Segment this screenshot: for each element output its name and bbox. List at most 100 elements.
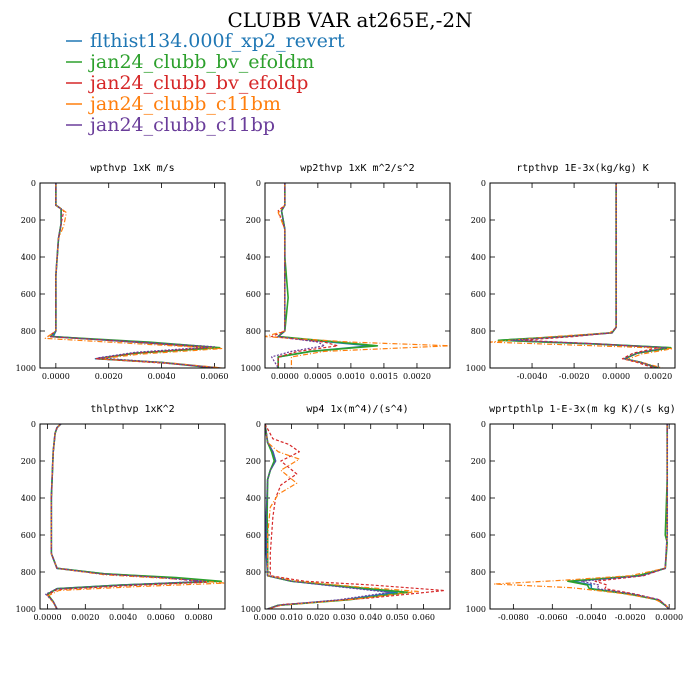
panel-title: wp4 1x(m^4)/(s^4)	[306, 404, 408, 415]
panel-title: wpthvp 1xK m/s	[90, 163, 174, 174]
y-tick-label: 600	[21, 531, 36, 540]
x-tick-label: 0.0005	[304, 372, 332, 381]
x-tick-label: 0.0040	[148, 372, 176, 381]
series-line	[46, 424, 209, 609]
y-tick-label: 600	[471, 531, 486, 540]
legend-entry: jan24_clubb_c11bp	[66, 114, 275, 136]
plot-frame	[489, 182, 676, 369]
x-tick-label: 0.010	[280, 613, 303, 622]
series-line	[271, 183, 326, 368]
y-tick-label: 400	[246, 494, 261, 503]
panel: wprtpthlp 1-E-3x(m kg K)/(s kg)0 200 400 60…	[466, 404, 684, 622]
y-tick-label: 1000	[466, 605, 486, 614]
x-tick-label: 0.0020	[95, 372, 123, 381]
panel-title: wprtpthlp 1-E-3x(m kg K)/(s kg)	[489, 404, 676, 415]
y-tick-label: 200	[471, 216, 486, 225]
x-tick-label: 0.0060	[200, 372, 228, 381]
x-tick-label: -0.0040	[576, 613, 607, 622]
legend: flthist134.000f_xp2_revertjan24_clubb_bv…	[66, 30, 345, 136]
panel-title: rtpthvp 1E-3x(kg/kg) K	[516, 163, 648, 174]
series-line	[45, 424, 205, 609]
panel: rtpthvp 1E-3x(kg/kg) K 0 200 400 600 800 1000 -…	[466, 163, 676, 381]
y-tick-label: 1000	[466, 364, 486, 373]
plot-frame	[489, 423, 676, 610]
legend-label: jan24_clubb_c11bp	[88, 114, 275, 136]
series-group	[493, 424, 670, 609]
x-tick-label: -0.0040	[517, 372, 548, 381]
panel-title: thlpthvp 1xK^2	[90, 404, 174, 415]
series-group	[265, 424, 446, 609]
x-tick-label: 0.0000	[655, 613, 683, 622]
series-line	[265, 424, 446, 609]
legend-label: flthist134.000f_xp2_revert	[90, 30, 345, 52]
y-tick-label: 200	[471, 457, 486, 466]
x-tick-label: 0.0000	[34, 613, 62, 622]
series-line	[497, 183, 672, 368]
y-tick-label: 800	[471, 327, 486, 336]
plot-frame	[39, 182, 226, 369]
y-tick-label: 0	[31, 420, 36, 429]
y-tick-label: 1000	[16, 605, 36, 614]
y-tick-label: 400	[21, 494, 36, 503]
y-tick-label: 1000	[241, 364, 261, 373]
y-tick-label: 600	[246, 531, 261, 540]
y-tick-label: 1000	[16, 364, 36, 373]
series-line	[265, 424, 390, 609]
y-tick-label: 0	[481, 420, 486, 429]
y-tick-label: 800	[21, 568, 36, 577]
figure-title: CLUBB VAR at265E,-2N	[227, 8, 472, 32]
series-line	[47, 183, 220, 368]
x-tick-label: 0.0080	[185, 613, 213, 622]
series-line	[580, 424, 670, 609]
y-tick-label: 600	[471, 290, 486, 299]
y-tick-label: 0	[256, 420, 261, 429]
y-tick-label: 200	[246, 216, 261, 225]
x-tick-label: 0.0000	[602, 372, 630, 381]
series-group	[45, 424, 225, 609]
x-tick-label: 0.030	[333, 613, 356, 622]
plot-frame	[39, 423, 226, 610]
y-tick-label: 800	[246, 568, 261, 577]
y-tick-label: 400	[246, 253, 261, 262]
x-tick-label: 0.060	[412, 613, 435, 622]
y-tick-label: 600	[246, 290, 261, 299]
series-line	[265, 424, 419, 609]
legend-entry: flthist134.000f_xp2_revert	[66, 30, 345, 52]
x-tick-label: 0.0020	[403, 372, 431, 381]
y-tick-label: 0	[31, 179, 36, 188]
series-line	[594, 424, 670, 609]
x-tick-label: 0.0000	[42, 372, 70, 381]
series-group	[44, 183, 223, 368]
x-tick-label: -0.0020	[615, 613, 646, 622]
series-group	[490, 183, 674, 368]
x-tick-label: 0.040	[359, 613, 382, 622]
x-tick-label: 0.0015	[370, 372, 398, 381]
y-tick-label: 400	[21, 253, 36, 262]
series-line	[490, 183, 674, 368]
series-group	[265, 183, 450, 368]
series-line	[265, 424, 398, 609]
series-line	[46, 424, 225, 609]
series-line	[277, 183, 379, 368]
x-tick-label: 0.000	[254, 613, 277, 622]
y-tick-label: 400	[471, 494, 486, 503]
legend-entry: jan24_clubb_bv_efoldm	[66, 51, 314, 73]
y-tick-label: 0	[481, 179, 486, 188]
series-line	[46, 424, 215, 609]
series-line	[49, 183, 221, 368]
x-tick-label: -0.0060	[537, 613, 568, 622]
x-tick-label: -0.0020	[559, 372, 590, 381]
legend-label: jan24_clubb_bv_efoldm	[88, 51, 314, 73]
plot-frame	[264, 423, 451, 610]
series-line	[265, 424, 409, 609]
legend-label: jan24_clubb_bv_efoldp	[88, 72, 308, 94]
series-line	[265, 183, 450, 368]
y-tick-label: 600	[21, 290, 36, 299]
y-tick-label: 0	[256, 179, 261, 188]
legend-entry: jan24_clubb_c11bm	[66, 93, 281, 115]
x-tick-label: -0.0080	[498, 613, 529, 622]
